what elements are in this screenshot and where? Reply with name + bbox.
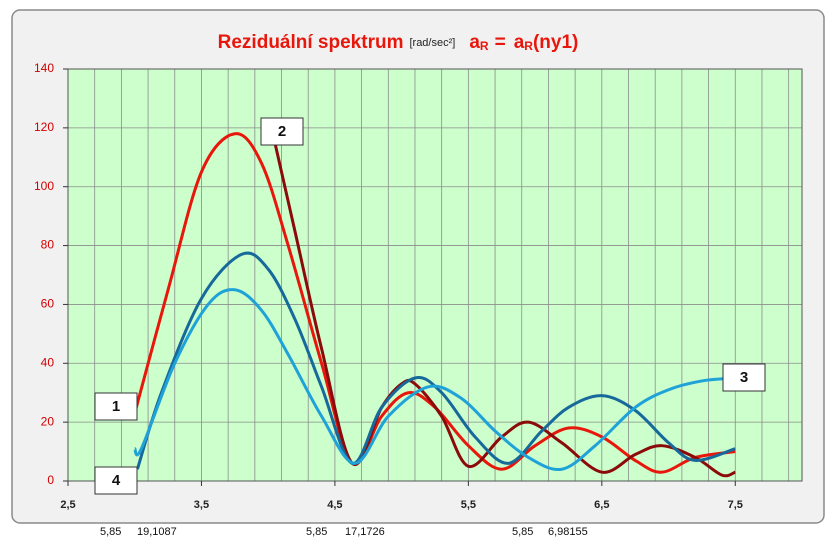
annotation-label: 1	[112, 398, 120, 415]
y-tick-label: 120	[34, 120, 54, 134]
annotation-box	[94, 466, 138, 495]
y-tick-label: 60	[41, 297, 55, 311]
y-tick-label: 80	[41, 238, 55, 252]
annotation-label: 4	[112, 472, 121, 489]
annotation-box	[260, 117, 304, 146]
x-tick-label: 6,5	[594, 499, 609, 511]
y-tick-label: 100	[34, 179, 54, 193]
y-tick-label: 140	[34, 61, 54, 75]
formula-lhs: a	[469, 32, 480, 53]
footer-value: 5,85	[100, 526, 121, 538]
formula-rhs-sub: R	[524, 39, 533, 53]
formula-lhs-sub: R	[480, 39, 489, 53]
y-tick-label: 20	[41, 414, 55, 428]
footer-value: 17,1726	[345, 526, 385, 538]
annotations: 1 2 3 4	[94, 117, 766, 495]
annotation-box	[94, 392, 138, 421]
x-tick-label: 7,5	[728, 499, 743, 511]
y-tick-label: 40	[41, 355, 55, 369]
x-tick-label: 4,5	[327, 499, 342, 511]
annotation-box	[722, 363, 766, 392]
title-main: Reziduální spektrum	[218, 32, 404, 53]
series-line	[133, 288, 736, 472]
chart-title: Reziduální spektrum [rad/sec²] aR = aR(ny1)	[218, 32, 579, 53]
formula-arg: (ny1)	[533, 32, 578, 53]
series-line	[133, 132, 736, 474]
series-line	[273, 142, 736, 478]
x-tick-label: 5,5	[461, 499, 476, 511]
footer-value: 5,85	[512, 526, 533, 538]
annotation-label: 2	[278, 123, 286, 140]
x-tick-label: 2,5	[60, 499, 75, 511]
x-tick-label: 3,5	[194, 499, 209, 511]
annotation-label: 3	[740, 369, 748, 386]
series	[133, 132, 736, 478]
y-tick-label: 0	[47, 473, 54, 487]
title-units: [rad/sec²]	[409, 37, 455, 49]
footer-value: 19,1087	[137, 526, 177, 538]
footer-value: 5,85	[306, 526, 327, 538]
footer-value: 6,98155	[548, 526, 588, 538]
plot-area	[68, 69, 802, 481]
formula-rhs: a	[514, 32, 525, 53]
series-line	[135, 251, 736, 470]
plot-border	[67, 68, 803, 482]
formula-eq: =	[495, 32, 506, 53]
